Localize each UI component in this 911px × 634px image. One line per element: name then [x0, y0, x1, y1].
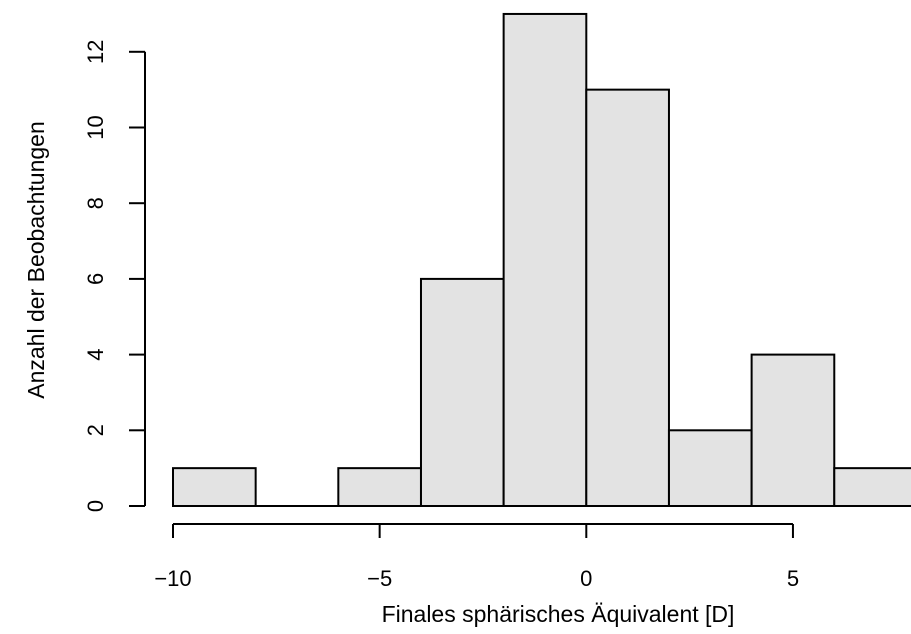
histogram-bar — [172, 467, 257, 507]
y-tick-label: 12 — [83, 40, 108, 64]
y-tick-label: 10 — [83, 115, 108, 139]
x-axis-title: Finales sphärisches Äquivalent [D] — [382, 601, 735, 627]
x-tick-label: 0 — [580, 566, 592, 591]
histogram-bar — [833, 467, 911, 507]
y-tick-label: 8 — [83, 197, 108, 209]
histogram-bar — [502, 12, 588, 507]
histogram-bar — [667, 429, 753, 507]
y-tick-label: 2 — [83, 424, 108, 436]
x-tick-label: −5 — [367, 566, 392, 591]
y-axis-title: Anzahl der Beobachtungen — [23, 121, 49, 399]
x-tick-label: −10 — [154, 566, 191, 591]
histogram-bar — [585, 88, 670, 508]
y-axis: 0 2 4 6 8 10 12 — [83, 40, 146, 512]
x-tick-label: 5 — [787, 566, 799, 591]
histogram-bars — [172, 12, 911, 508]
histogram-bar — [419, 277, 505, 507]
x-axis: −10 −5 0 5 — [154, 523, 799, 591]
y-tick-label: 0 — [83, 500, 108, 512]
y-tick-label: 6 — [83, 273, 108, 285]
histogram-bar — [750, 353, 836, 507]
y-tick-label: 4 — [83, 348, 108, 360]
histogram-bar — [337, 467, 422, 507]
